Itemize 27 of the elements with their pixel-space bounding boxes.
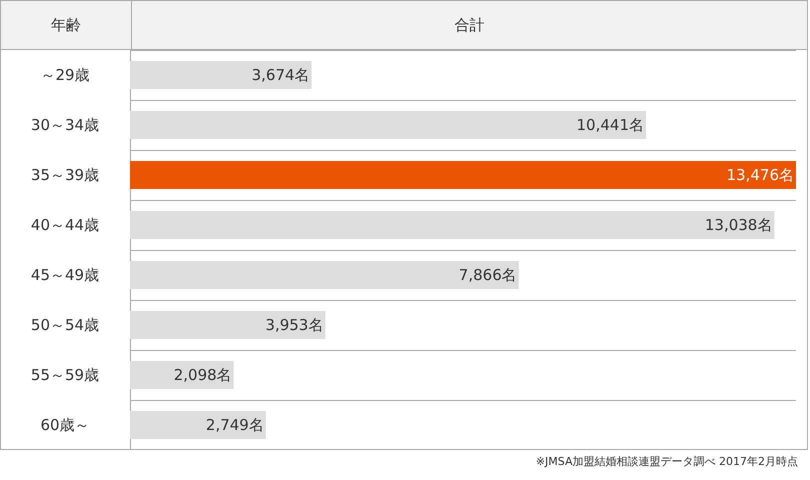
bar: [130, 111, 646, 139]
y-tick-label: 50～54歳: [30, 316, 100, 334]
data-label: 10,441名: [576, 116, 644, 134]
y-tick-label: 30～34歳: [30, 116, 100, 134]
bar: [130, 411, 266, 439]
data-label: 2,098名: [174, 366, 232, 384]
x-axis-title: 合計: [454, 14, 486, 36]
bar: [130, 211, 774, 239]
y-tick-label: ～29歳: [40, 66, 90, 84]
y-tick-label: 60歳～: [40, 416, 90, 434]
data-label: 13,038名: [704, 216, 772, 234]
data-label: 2,749名: [206, 416, 264, 434]
bar: [130, 161, 796, 189]
data-label: 3,674名: [252, 66, 310, 84]
y-tick-label: 45～49歳: [30, 266, 100, 284]
text: ※JMSA加盟結婚相談連盟データ調べ 2017年2月時点: [536, 454, 798, 469]
data-label: 13,476名: [726, 166, 794, 184]
y-tick-label: 35～39歳: [30, 166, 100, 184]
bar: [130, 261, 519, 289]
bar: [130, 61, 312, 89]
y-tick-label: 40～44歳: [30, 216, 100, 234]
bar: [130, 361, 234, 389]
data-label: 3,953名: [265, 316, 324, 334]
data-label: 7,866名: [458, 266, 517, 284]
y-tick-label: 55～59歳: [30, 366, 100, 384]
bar: [130, 311, 326, 339]
y-axis-title: 年齢: [1, 1, 132, 49]
